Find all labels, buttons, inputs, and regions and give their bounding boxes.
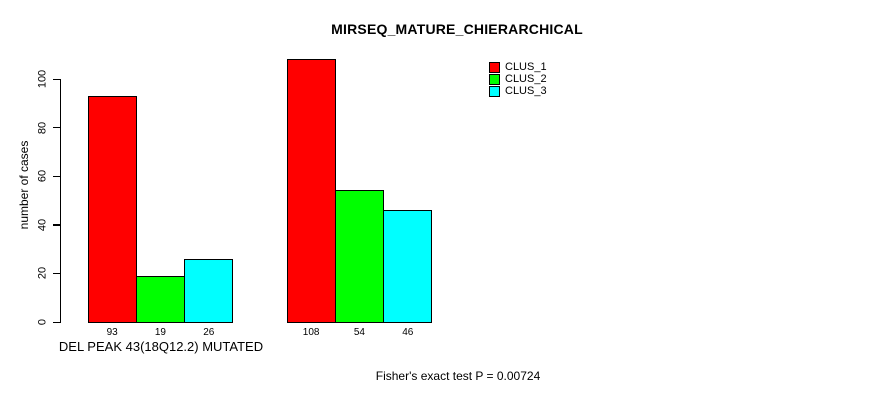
bar-value-label: 54 — [353, 327, 365, 338]
y-axis-line — [59, 79, 61, 323]
bar-group1-clus_2 — [135, 275, 186, 323]
legend-item-clus_1: CLUS_1 — [489, 61, 547, 73]
bar-value-label: 19 — [154, 327, 166, 338]
bar-value-label: 108 — [302, 327, 320, 338]
y-axis-tick-label: 40 — [36, 218, 49, 231]
y-axis-tick — [52, 321, 60, 323]
legend-swatch-icon — [489, 73, 500, 85]
legend-swatch-icon — [489, 61, 500, 73]
legend-label: CLUS_3 — [505, 84, 547, 97]
legend-label: CLUS_1 — [505, 60, 547, 73]
y-axis-tick — [52, 175, 60, 177]
y-axis-tick-label: 100 — [36, 69, 49, 89]
fisher-test-annotation: Fisher's exact test P = 0.00724 — [375, 369, 541, 383]
legend: CLUS_1 CLUS_2 CLUS_3 — [489, 61, 547, 97]
bar-group2-clus_2 — [334, 190, 385, 323]
y-axis-tick — [52, 224, 60, 226]
y-axis-tick-label: 80 — [36, 121, 49, 134]
y-axis-tick-label: 60 — [36, 170, 49, 183]
x-axis-group-label: DEL PEAK 43(18Q12.2) MUTATED — [58, 339, 264, 354]
y-axis-tick — [52, 272, 60, 275]
chart-title: MIRSEQ_MATURE_CHIERARCHICAL — [331, 21, 583, 37]
bar-group2-clus_3 — [383, 209, 433, 323]
y-axis-tick-label: 0 — [36, 318, 49, 326]
y-axis-tick — [52, 78, 60, 80]
bar-value-label: 93 — [106, 327, 118, 338]
legend-item-clus_3: CLUS_3 — [489, 85, 547, 97]
bar-group2-clus_1 — [286, 59, 336, 323]
legend-swatch-icon — [489, 85, 500, 97]
bar-group1-clus_3 — [184, 258, 234, 323]
bar-value-label: 26 — [203, 327, 215, 338]
y-axis-tick-label: 20 — [36, 267, 49, 280]
bar-group1-clus_1 — [87, 95, 137, 323]
bar-value-label: 46 — [402, 327, 414, 338]
legend-item-clus_2: CLUS_2 — [489, 73, 547, 85]
legend-label: CLUS_2 — [505, 72, 547, 85]
y-axis-tick — [52, 127, 60, 129]
